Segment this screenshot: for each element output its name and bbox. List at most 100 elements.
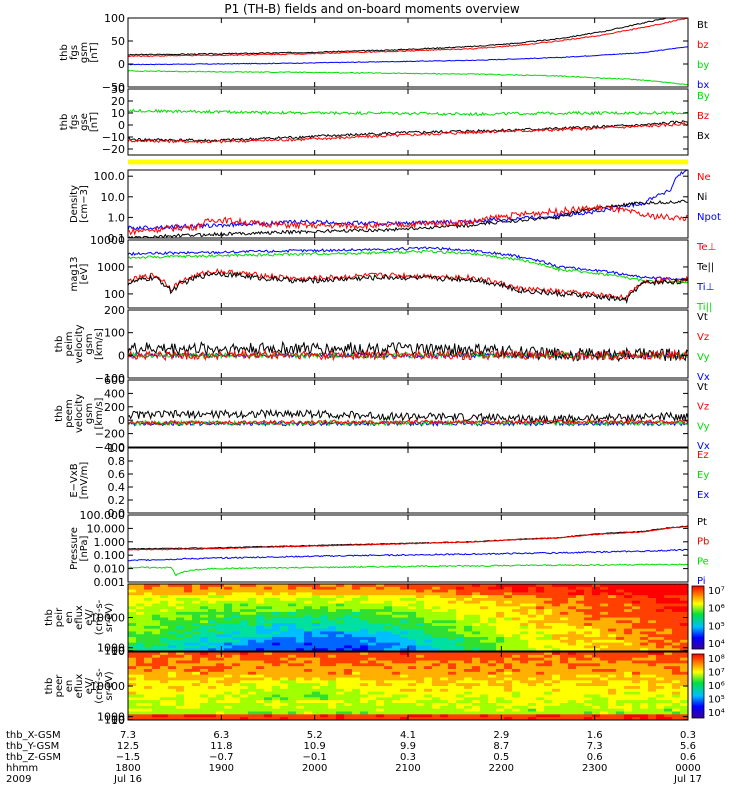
y-tick-label: 0.001 [94,576,126,589]
x-axis-value: 4.1 [400,730,416,741]
y-tick-label: 10000 [90,234,125,247]
y-axis-label: fgs [69,45,80,60]
x-axis-value: 1900 [209,763,234,774]
y-axis-label: velocity [74,324,85,363]
series-line-green [128,249,688,284]
x-axis-value: 12.5 [117,741,139,752]
legend-entry: by [697,60,709,71]
x-axis-value: 11.8 [210,741,232,752]
series-line-blue [128,46,688,66]
y-tick-label: 100.0 [94,170,126,183]
y-tick-label: 0.1 [108,232,126,245]
legend-entry: Vz [697,402,709,413]
legend-entry: Ni [697,192,707,203]
legend-entry: Ey [697,470,709,481]
y-axis-label: eflux [74,674,85,699]
y-tick-label: 100.000 [80,509,126,522]
spectrogram-peir_spec [128,584,688,651]
y-tick-label: 0.010 [94,563,126,576]
y-tick-label: 600 [104,374,125,387]
legend-entry: Te|| [696,262,714,273]
y-tick-label: 0 [118,414,125,427]
panel-frame [127,447,689,514]
panel-mode_bar [128,159,688,165]
series-line-red [128,525,688,551]
x-axis-row-label: thb_Y-GSM [6,741,59,752]
y-axis-label: eV/ [84,609,95,626]
y-tick-label: 100 [104,327,125,340]
spectrogram-peer_spec [128,652,688,720]
x-axis-value: 2100 [395,763,420,774]
series-line-green [128,563,688,577]
y-tick-label: 0.100 [94,549,126,562]
x-axis-value: 2.9 [493,730,509,741]
y-axis-label: thb [54,405,65,422]
legend-entry: Npot [697,212,721,223]
series-line-green [128,70,688,86]
y-axis-label: [cm−3] [79,185,90,223]
panel-frame [127,17,689,88]
legend-entry: Ez [697,450,709,461]
y-tick-label: 0 [118,58,125,71]
y-axis-label: (cm²-s- [94,599,105,635]
y-tick-label: −100 [95,372,125,385]
y-tick-label: 10 [111,645,125,658]
series-line-black [128,199,688,238]
x-axis-value: 0.3 [400,752,416,763]
y-axis-label: thb [59,44,70,61]
y-axis-label: mag13 [69,257,80,292]
x-axis-value: −1.5 [116,752,140,763]
panel-frame [127,88,689,156]
x-axis-value: 0.6 [587,752,603,763]
x-axis-value: −0.1 [303,752,327,763]
y-tick-label: 0.4 [108,481,126,494]
y-tick-label: −10 [102,131,125,144]
y-tick-label: 10000 [90,612,125,625]
y-tick-label: 1000 [97,261,125,274]
legend-entry: Pb [697,537,709,548]
figure-title: P1 (TH-B) fields and on-board moments ov… [224,2,520,16]
panel-density: 100.0 10.0 1.0 0.1 Density [cm−3] Ne Ni Npot [69,169,721,245]
y-axis-label: [nPa] [79,535,90,561]
x-axis-value: 5.6 [680,741,696,752]
legend-entry: Pe [697,556,709,567]
legend-entry: Bz [697,111,709,122]
x-axis-value: 1800 [115,763,140,774]
y-axis-label: thb [44,678,55,695]
y-axis-label: [eV] [79,264,90,285]
y-axis-label: thb [59,114,70,131]
y-axis-label: peem [64,399,75,427]
legend-entry: Bt [697,20,708,31]
x-axis-value: 5.2 [307,730,323,741]
y-tick-label: 10.000 [87,522,126,535]
y-axis-label: en [64,680,75,693]
y-axis-label: [km/s] [94,328,105,360]
y-axis-label: thb [54,336,65,353]
legend-entry: Vt [697,312,708,323]
x-axis-value: 2000 [302,763,327,774]
y-axis-label: peir [54,607,65,627]
series-line-green [128,108,688,117]
y-tick-label: 10 [111,714,125,727]
x-axis-value: 0.5 [493,752,509,763]
y-tick-label: −20 [102,143,125,156]
y-tick-label: 1.000 [94,536,126,549]
x-axis-value: 9.9 [400,741,416,752]
y-tick-label: 50 [111,35,125,48]
x-axis-value: −0.7 [209,752,233,763]
y-axis-label: gsm [84,333,95,354]
y-tick-label: 0.0 [108,507,126,520]
x-axis-row-label: 2009 [6,774,31,785]
y-axis-label: [km/s] [94,397,105,429]
colorbar-tick-label: 10⁷ [708,668,725,679]
colorbar-tick-label: 10⁷ [708,586,725,597]
x-axis-value: Jul 17 [673,774,702,785]
y-tick-label: 10.0 [101,191,126,204]
panel-efield: 1.00.80.60.40.20.0 E−VxB [mV/m] Ez Ey Ex [69,442,709,520]
y-tick-label: 1000 [97,642,125,655]
